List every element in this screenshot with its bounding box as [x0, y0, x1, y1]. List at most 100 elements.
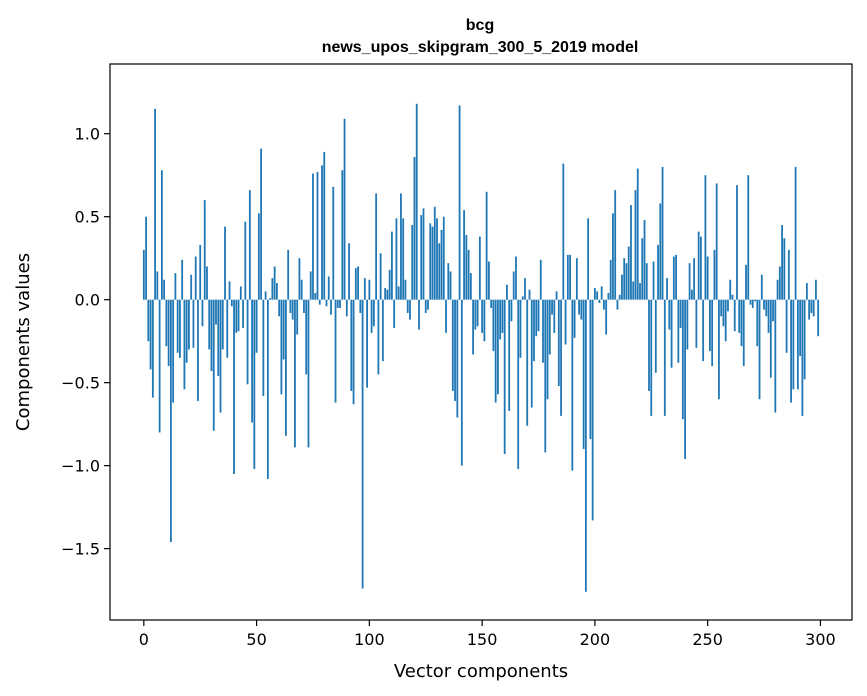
- bar-265: [740, 299, 743, 347]
- bar-230: [661, 166, 664, 300]
- bar-229: [659, 203, 662, 300]
- bar-118: [409, 299, 411, 320]
- bar-195: [582, 299, 585, 450]
- bar-137: [451, 299, 454, 391]
- bar-182: [553, 299, 556, 333]
- chart-subtitle: news_upos_skipgram_300_5_2019 model: [322, 39, 639, 56]
- bar-117: [406, 299, 409, 313]
- bar-108: [386, 289, 389, 300]
- bar-152: [485, 191, 488, 300]
- bar-92: [350, 299, 353, 391]
- bar-133: [442, 216, 445, 300]
- bar-191: [573, 299, 576, 338]
- bar-98: [363, 278, 366, 300]
- bar-143: [465, 234, 468, 300]
- bar-93: [352, 299, 355, 405]
- bar-204: [603, 299, 605, 310]
- bar-127: [429, 223, 432, 300]
- plot-frame: [109, 63, 853, 621]
- x-tick-label: 100: [354, 630, 385, 649]
- bar-60: [278, 299, 281, 317]
- bar-153: [487, 261, 490, 300]
- bar-13: [172, 299, 175, 403]
- bar-69: [298, 258, 301, 300]
- x-tick-label: 250: [692, 630, 723, 649]
- bar-103: [375, 193, 378, 300]
- bar-28: [206, 266, 208, 300]
- bar-25: [199, 244, 202, 300]
- bar-36: [224, 226, 226, 300]
- bar-135: [447, 263, 450, 300]
- bar-236: [675, 254, 677, 300]
- bar-226: [652, 261, 655, 300]
- bar-167: [519, 299, 522, 358]
- bar-296: [810, 299, 813, 313]
- bar-0: [142, 249, 145, 300]
- bar-253: [713, 249, 716, 300]
- bar-16: [179, 299, 181, 358]
- bar-104: [377, 299, 380, 375]
- bar-200: [593, 288, 596, 300]
- bar-132: [440, 229, 443, 300]
- bar-285: [785, 299, 788, 353]
- bar-278: [769, 299, 772, 378]
- bar-192: [575, 258, 578, 300]
- bar-164: [512, 271, 515, 300]
- bar-221: [641, 238, 644, 300]
- bar-140: [458, 105, 461, 300]
- bar-277: [767, 299, 770, 333]
- y-tick-label: −1.5: [61, 540, 100, 559]
- bar-8: [160, 170, 163, 300]
- bar-67: [294, 299, 296, 448]
- bar-83: [330, 299, 332, 315]
- bar-81: [325, 299, 328, 307]
- bar-58: [273, 266, 276, 300]
- bar-210: [616, 299, 619, 310]
- bar-157: [497, 299, 499, 395]
- bar-193: [578, 299, 580, 315]
- bar-175: [537, 299, 540, 332]
- bar-276: [765, 299, 768, 317]
- bar-203: [600, 286, 603, 300]
- bar-174: [535, 299, 538, 337]
- x-tick-label: 150: [467, 630, 498, 649]
- bar-71: [303, 299, 305, 313]
- bar-53: [262, 299, 265, 396]
- bar-249: [704, 175, 707, 300]
- bar-18: [183, 299, 186, 390]
- bar-106: [381, 299, 384, 362]
- bar-38: [228, 281, 231, 300]
- bar-78: [318, 299, 321, 305]
- bar-159: [501, 299, 504, 333]
- bar-291: [799, 299, 802, 357]
- bar-146: [472, 299, 474, 355]
- bar-248: [702, 299, 705, 362]
- bar-96: [359, 299, 362, 313]
- bar-166: [517, 299, 520, 469]
- bar-107: [384, 288, 387, 300]
- bar-70: [300, 279, 303, 300]
- bar-35: [221, 299, 224, 350]
- y-tick-label: −0.5: [61, 374, 100, 393]
- bar-48: [251, 299, 253, 423]
- bar-158: [499, 299, 502, 340]
- bar-216: [630, 205, 632, 300]
- bar-130: [436, 218, 438, 300]
- bar-202: [598, 299, 601, 303]
- bar-267: [745, 264, 747, 300]
- bar-172: [530, 299, 533, 408]
- bar-266: [742, 299, 745, 367]
- bar-147: [474, 299, 477, 330]
- bar-279: [772, 299, 774, 322]
- bar-275: [763, 299, 765, 310]
- bar-290: [796, 299, 799, 390]
- bar-163: [510, 299, 513, 322]
- bar-297: [812, 299, 815, 317]
- bar-75: [312, 173, 314, 300]
- bar-237: [677, 299, 680, 363]
- bar-145: [469, 273, 472, 300]
- bar-3: [149, 299, 152, 370]
- bar-242: [688, 263, 691, 300]
- bar-234: [670, 299, 673, 368]
- bar-15: [176, 299, 179, 353]
